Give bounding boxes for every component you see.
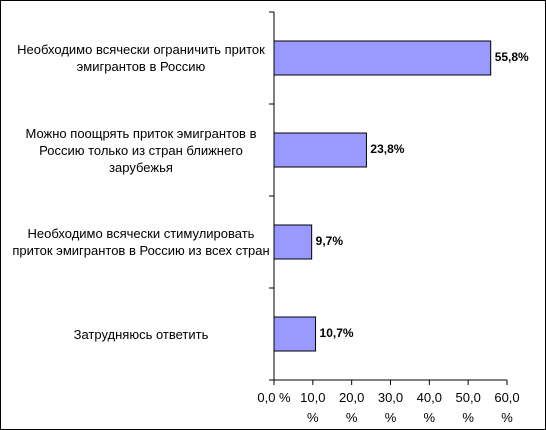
x-tick-label: 50,0 % xyxy=(455,390,481,425)
value-label: 9,7% xyxy=(316,234,344,248)
category-label: Необходимо всячески стимулировать приток… xyxy=(12,226,270,258)
bar xyxy=(273,224,313,260)
category-label: Необходимо всячески ограничить приток эм… xyxy=(17,42,265,74)
bar xyxy=(273,40,492,76)
x-tick-label: 30,0 % xyxy=(377,390,404,425)
x-tick-label: 10,0 % xyxy=(300,390,326,425)
value-label: 55,8% xyxy=(495,50,529,64)
category-label: Можно поощрять приток эмигрантов в Росси… xyxy=(25,125,257,175)
x-tick-label: 60,0 % xyxy=(494,390,520,425)
value-label: 10,7% xyxy=(320,326,354,340)
value-label: 23,8% xyxy=(370,142,404,156)
bar xyxy=(273,316,317,352)
category-label: Затрудняюсь ответить xyxy=(73,326,209,342)
bar xyxy=(273,132,367,168)
x-tick-label: 20,0 % xyxy=(339,390,365,425)
x-tick-label: 0,0 % xyxy=(257,390,291,405)
x-tick-label: 40,0 % xyxy=(416,390,442,425)
